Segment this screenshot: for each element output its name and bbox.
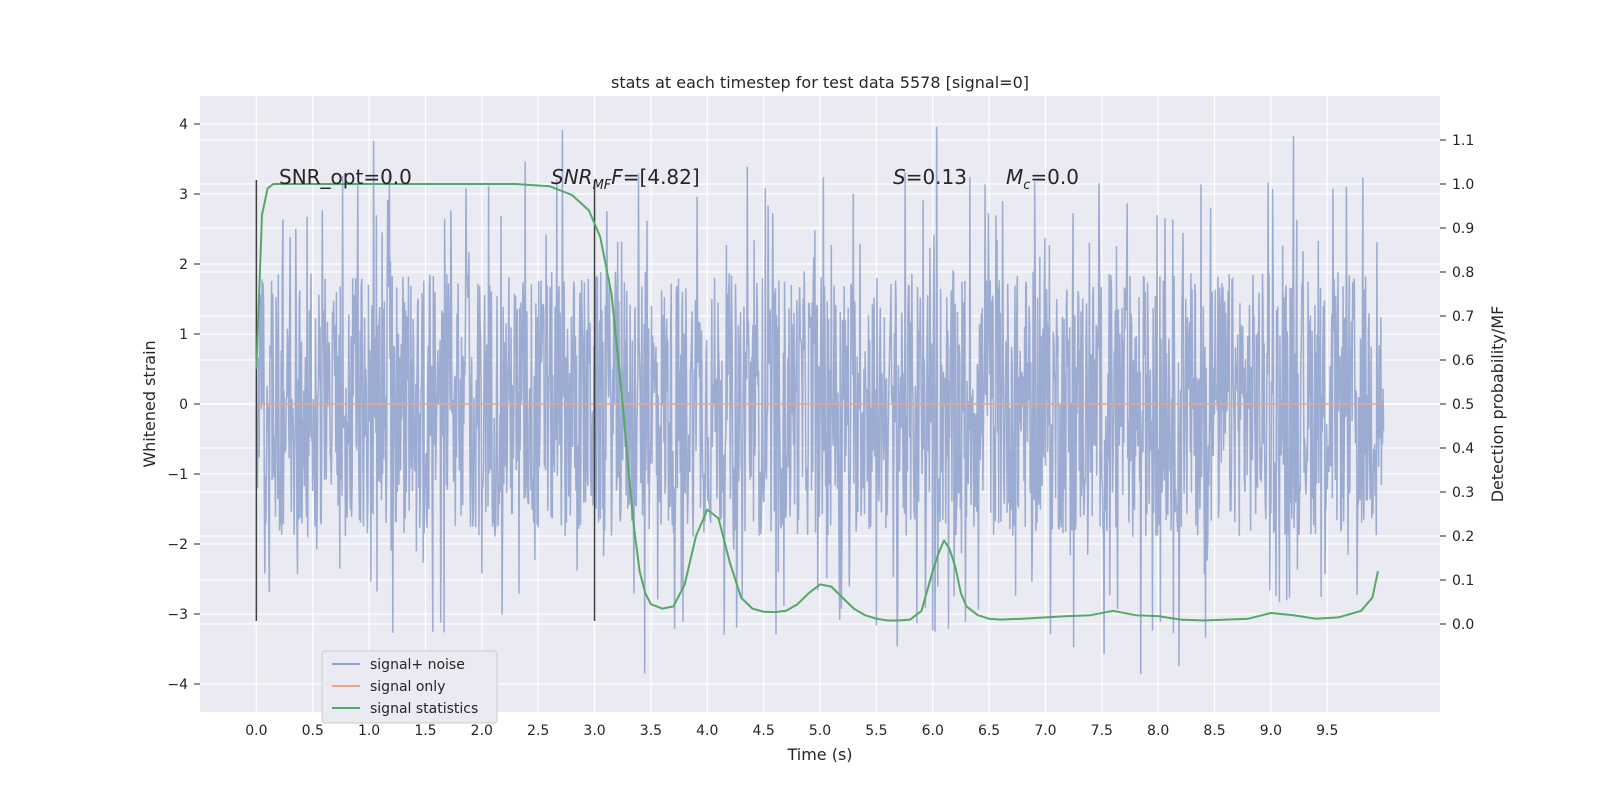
annotation-mc: Mc=0.0	[1006, 165, 1079, 193]
annotation-snr-opt: SNR_opt=0.0	[279, 165, 412, 189]
annotation-mc-sub: c	[1023, 178, 1030, 193]
series-signal-statistics	[255, 183, 1379, 622]
x-tick-label-8: 4.0	[696, 723, 718, 739]
annotation-mc-rest: =0.0	[1030, 165, 1079, 189]
y-right-tick-label-6: 0.5	[1452, 397, 1474, 413]
y-axis-right-label: Detection probability/MF	[1488, 306, 1507, 503]
y-right-tick-label-4: 0.7	[1452, 309, 1474, 325]
x-axis-label: Time (s)	[786, 745, 852, 764]
y-left-tick-label-6: −2	[167, 537, 188, 553]
legend-box	[321, 650, 498, 724]
x-tick-label-18: 9.0	[1260, 723, 1282, 739]
annotation-snr-mf-sub: MF	[593, 178, 612, 193]
chart-title: stats at each timestep for test data 557…	[611, 73, 1029, 92]
y-left-tick-label-0: 4	[179, 117, 188, 133]
y-left-tick-label-5: −1	[167, 467, 188, 483]
y-left-tick-label-8: −4	[167, 677, 188, 693]
y-right-tick-label-1: 1.0	[1452, 177, 1474, 193]
legend-label-signal-noise: signal+ noise	[370, 657, 465, 673]
legend-label-signal-only: signal only	[370, 679, 445, 695]
legend-label-signal-statistics: signal statistics	[370, 701, 478, 717]
annotation-mc-main: M	[1006, 165, 1023, 189]
x-tick-label-6: 3.0	[583, 723, 605, 739]
y-axis-right-ticks: 1.1 1.0 0.9 0.8 0.7 0.6 0.5 0.4 0.3 0.2 0.1 0.0	[1440, 133, 1474, 633]
statistics-line	[255, 183, 1379, 622]
x-tick-label-11: 5.5	[865, 723, 887, 739]
y-left-tick-label-3: 1	[179, 327, 188, 343]
y-right-tick-label-2: 0.9	[1452, 221, 1474, 237]
annotation-snr-mf: SNRMFF=[4.82]	[551, 165, 700, 193]
x-tick-label-19: 9.5	[1316, 723, 1338, 739]
x-tick-label-2: 1.0	[358, 723, 380, 739]
y-left-tick-label-4: 0	[179, 397, 188, 413]
annotation-s: S=0.13	[893, 165, 967, 189]
x-tick-label-3: 1.5	[414, 723, 436, 739]
y-right-tick-label-5: 0.6	[1452, 353, 1474, 369]
y-right-tick-label-0: 1.1	[1452, 133, 1474, 149]
y-left-tick-label-2: 2	[179, 257, 188, 273]
y-axis-left-label: Whitened strain	[140, 340, 159, 467]
x-tick-label-10: 5.0	[809, 723, 831, 739]
x-tick-label-17: 8.5	[1203, 723, 1225, 739]
x-tick-label-5: 2.5	[527, 723, 549, 739]
x-tick-label-14: 7.0	[1034, 723, 1056, 739]
x-tick-label-16: 8.0	[1147, 723, 1169, 739]
x-tick-label-13: 6.5	[978, 723, 1000, 739]
y-right-tick-label-8: 0.3	[1452, 485, 1474, 501]
x-tick-label-9: 4.5	[753, 723, 775, 739]
y-right-tick-label-3: 0.8	[1452, 265, 1474, 281]
y-right-tick-label-11: 0.0	[1452, 617, 1474, 633]
x-axis-ticks: 0.0 0.5 1.0 1.5 2.0 2.5 3.0 3.5 4.0 4.5 5.0 5.5 6.0 6…	[245, 723, 1338, 739]
y-right-tick-label-10: 0.1	[1452, 573, 1474, 589]
y-left-tick-label-7: −3	[167, 607, 188, 623]
x-tick-label-0: 0.0	[245, 723, 267, 739]
x-tick-label-1: 0.5	[302, 723, 324, 739]
y-left-tick-label-1: 3	[179, 187, 188, 203]
x-tick-label-15: 7.5	[1091, 723, 1113, 739]
x-tick-label-12: 6.0	[922, 723, 944, 739]
y-right-tick-label-7: 0.4	[1452, 441, 1474, 457]
annotation-snr-mf-rest: =[4.82]	[623, 165, 700, 189]
x-tick-label-4: 2.0	[471, 723, 493, 739]
x-tick-label-7: 3.5	[640, 723, 662, 739]
legend: signal+ noise signal only signal statist…	[321, 650, 498, 724]
annotation-snr-mf-f: F	[611, 165, 623, 189]
noise-line	[255, 126, 1385, 675]
y-axis-left-ticks: 4 3 2 1 0 −1 −2 −3 −4	[167, 117, 200, 693]
series-signal-noise	[255, 126, 1385, 675]
annotation-snr-mf-main: SNR	[551, 165, 593, 189]
annotation-s-rest: =0.13	[906, 165, 967, 189]
y-right-tick-label-9: 0.2	[1452, 529, 1474, 545]
annotation-s-main: S	[893, 165, 906, 189]
vertical-markers	[255, 180, 596, 621]
